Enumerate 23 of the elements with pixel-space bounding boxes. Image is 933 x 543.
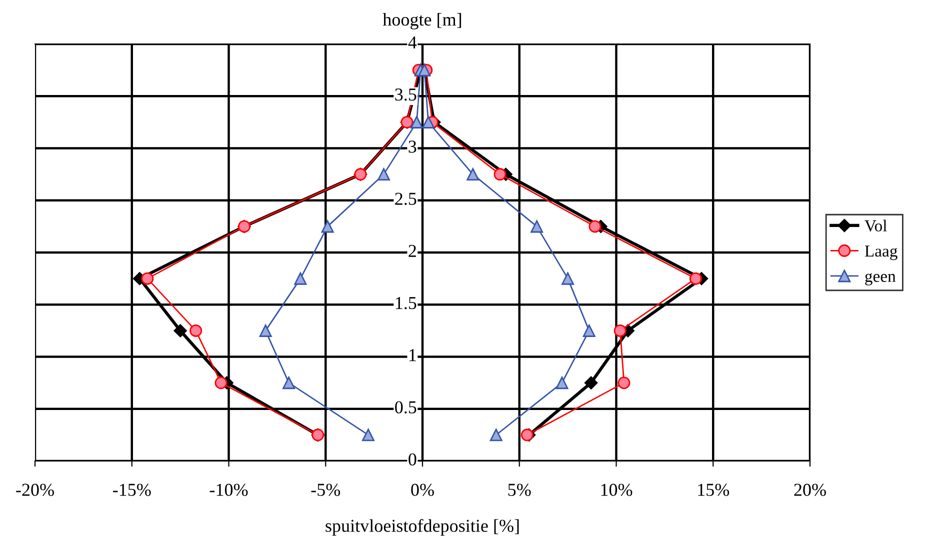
y-tick-label: 4 (408, 36, 417, 48)
x-tick-label: -5% (311, 484, 340, 496)
legend-label: Laag (864, 246, 898, 260)
y-tick-label: 3.5 (395, 88, 416, 101)
y-tick-label: 0 (408, 453, 416, 466)
y-tick-label: 1.5 (396, 297, 416, 310)
y-tick-label: 1 (410, 349, 416, 362)
legend-label: Vol (864, 220, 887, 232)
y-axis-title: hoogte [m] (382, 12, 462, 30)
y-tick-label: 2 (408, 244, 416, 257)
x-tick-label: 20% (794, 484, 826, 496)
x-axis-title: spuitvloeistofdepositie [%] (326, 519, 519, 536)
y-tick-label: 2.5 (395, 192, 416, 205)
y-tick-label: 3 (408, 140, 416, 153)
x-tick-label: -15% (112, 484, 151, 496)
legend-label: geen (865, 273, 896, 286)
x-tick-label: 15% (698, 484, 730, 496)
x-tick-label: 10% (601, 484, 632, 496)
x-tick-label: 0% (411, 484, 434, 496)
x-tick-label: 5% (508, 484, 531, 496)
x-tick-label: -20% (16, 484, 54, 496)
x-tick-label: -10% (210, 484, 248, 496)
y-tick-label: 0.5 (395, 401, 416, 414)
